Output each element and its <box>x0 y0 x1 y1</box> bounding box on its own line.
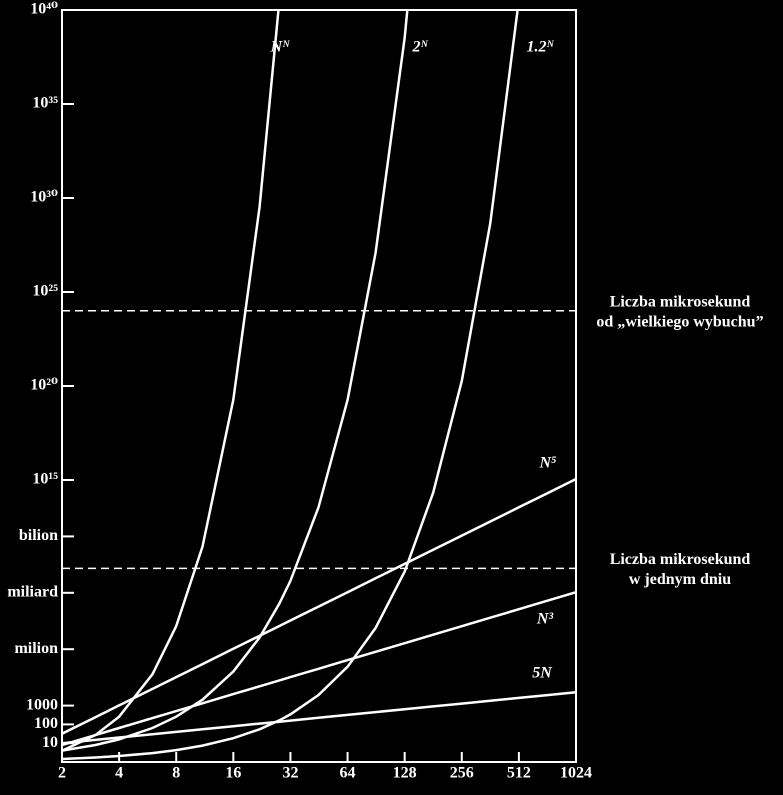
series-label: 5N <box>532 665 553 682</box>
y-tick-label: 10¹⁵ <box>32 471 58 488</box>
series-label: 1.2ᴺ <box>526 39 554 56</box>
x-tick-label: 32 <box>282 765 298 782</box>
y-tick-label: miliard <box>7 583 58 600</box>
reference-label: Liczba mikrosekund <box>610 293 751 310</box>
y-tick-label: 1000 <box>26 696 58 713</box>
y-tick-label: 10²⁰ <box>30 377 58 394</box>
series-label: Nᴺ <box>270 39 291 56</box>
y-tick-label: 100 <box>34 715 58 732</box>
x-tick-label: 4 <box>115 765 123 782</box>
x-tick-label: 8 <box>172 765 180 782</box>
x-tick-label: 256 <box>450 765 474 782</box>
y-tick-label: 10 <box>42 734 58 751</box>
series-line <box>62 10 409 752</box>
reference-label: w jednym dniu <box>629 571 731 588</box>
series-group <box>62 10 576 761</box>
y-tick-label: 10⁴⁰ <box>30 1 58 18</box>
x-tick-label: 2 <box>58 765 66 782</box>
reference-label: od „wielkiego wybuchu” <box>596 313 763 330</box>
reference-label: Liczba mikrosekund <box>610 551 751 568</box>
y-tick-label: 10³⁰ <box>30 189 58 206</box>
y-tick-label: milion <box>14 640 58 657</box>
y-tick-label: bilion <box>19 527 58 544</box>
series-line <box>62 477 576 735</box>
x-tick-label: 16 <box>225 765 241 782</box>
series-line <box>62 691 576 745</box>
x-tick-label: 512 <box>507 765 531 782</box>
series-label: N³ <box>536 611 554 628</box>
plot-frame <box>61 9 577 763</box>
series-line <box>62 10 280 752</box>
series-line <box>62 10 519 761</box>
x-tick-label: 1024 <box>560 765 592 782</box>
x-tick-label: 64 <box>340 765 356 782</box>
series-label: 2ᴺ <box>411 39 428 56</box>
series-line <box>62 591 576 747</box>
y-tick-label: 10²⁵ <box>32 283 58 300</box>
series-label: N⁵ <box>538 455 556 472</box>
y-tick-label: 10³⁵ <box>32 95 58 112</box>
x-tick-label: 128 <box>393 765 417 782</box>
